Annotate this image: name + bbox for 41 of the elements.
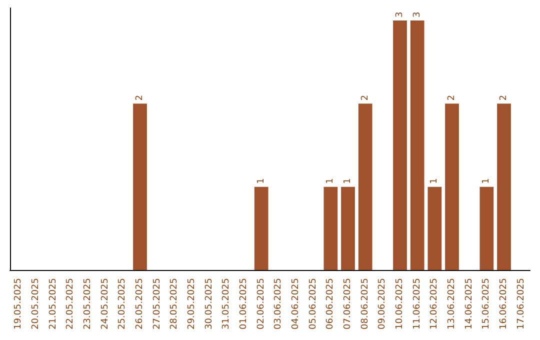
x-tick-label: 06.06.2025 xyxy=(326,278,336,330)
x-tick-label: 05.06.2025 xyxy=(308,278,318,330)
x-tick-label: 02.06.2025 xyxy=(256,278,266,330)
x-tick-label: 04.06.2025 xyxy=(291,278,301,330)
x-tick-label: 08.06.2025 xyxy=(360,278,370,330)
x-tick-label: 23.05.2025 xyxy=(83,278,93,330)
x-tick-label: 14.06.2025 xyxy=(464,278,474,330)
x-tick-label: 01.06.2025 xyxy=(239,278,249,330)
data-label: 1 xyxy=(482,178,492,184)
x-tick-label: 25.05.2025 xyxy=(118,278,128,330)
x-tick-label: 11.06.2025 xyxy=(412,278,422,330)
x-tick-label: 21.05.2025 xyxy=(48,278,58,330)
x-tick-label: 16.06.2025 xyxy=(499,278,509,330)
data-label: 1 xyxy=(343,178,353,184)
x-tick-label: 20.05.2025 xyxy=(31,278,41,330)
data-label: 1 xyxy=(326,178,336,184)
x-tick-label: 09.06.2025 xyxy=(378,278,388,330)
data-label: 2 xyxy=(447,94,457,101)
x-tick-label: 26.05.2025 xyxy=(135,278,145,330)
data-label: 2 xyxy=(135,94,145,101)
data-label: 3 xyxy=(395,12,405,18)
data-label: 1 xyxy=(256,178,266,184)
data-label: 2 xyxy=(499,94,509,101)
x-tick-label: 28.05.2025 xyxy=(170,278,180,330)
x-tick-label: 12.06.2025 xyxy=(430,278,440,330)
x-tick-label: 24.05.2025 xyxy=(100,278,110,330)
data-label: 1 xyxy=(430,178,440,184)
x-tick-label: 31.05.2025 xyxy=(222,278,232,330)
x-tick-label: 29.05.2025 xyxy=(187,278,197,330)
x-tick-label: 15.06.2025 xyxy=(482,278,492,330)
x-tick-label: 22.05.2025 xyxy=(66,278,76,330)
data-label: 2 xyxy=(360,94,370,101)
x-tick-label: 03.06.2025 xyxy=(274,278,284,330)
x-tick-label: 27.05.2025 xyxy=(152,278,162,330)
x-tick-label: 13.06.2025 xyxy=(447,278,457,330)
x-tick-label: 07.06.2025 xyxy=(343,278,353,330)
x-tick-label: 10.06.2025 xyxy=(395,278,405,330)
data-label: 3 xyxy=(412,12,422,18)
x-tick-label: 30.05.2025 xyxy=(204,278,214,330)
x-tick-label: 17.06.2025 xyxy=(516,278,526,330)
x-tick-label: 19.05.2025 xyxy=(14,278,24,330)
